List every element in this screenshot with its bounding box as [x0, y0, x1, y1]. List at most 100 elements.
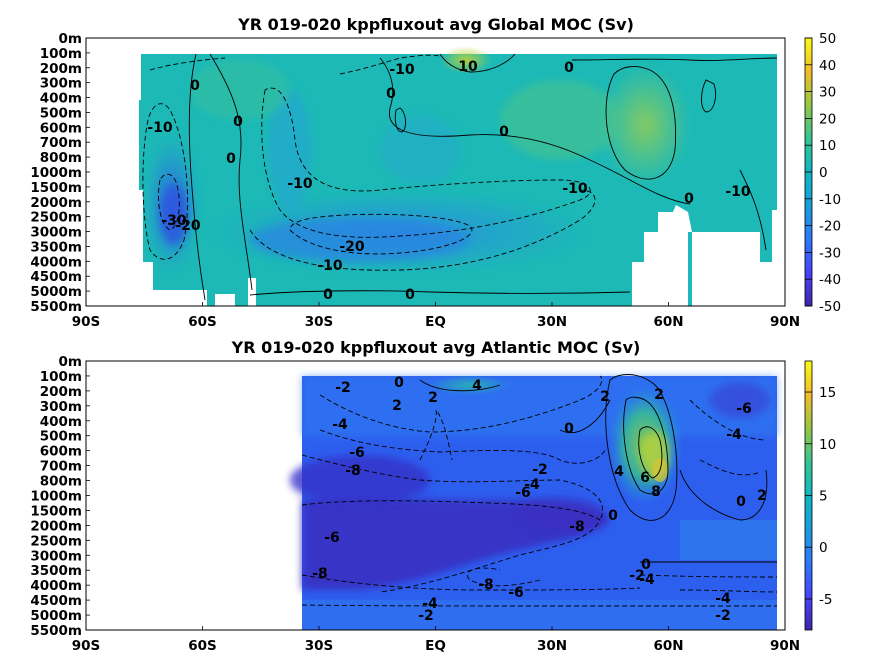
y-tick-label: 200m	[40, 384, 82, 400]
contour-label: -10	[147, 120, 173, 136]
contour-label: -2	[418, 608, 434, 624]
contour-label: 0	[499, 124, 509, 140]
y-tick-label: 3500m	[30, 239, 82, 255]
x-tick-label: EQ	[425, 314, 446, 330]
x-tick-label: 60N	[653, 638, 683, 654]
y-tick-label: 3000m	[30, 548, 82, 564]
y-tick-label: 1000m	[30, 165, 82, 181]
contour-label: -8	[312, 566, 328, 582]
contour-label: -2	[335, 380, 351, 396]
y-tick-label: 5000m	[30, 284, 82, 300]
y-tick-label: 100m	[40, 369, 82, 385]
y-tick-label: 1500m	[30, 503, 82, 519]
y-tick-label: 700m	[40, 459, 82, 475]
contour-label: 2	[757, 488, 767, 504]
x-tick-label: 90N	[770, 638, 800, 654]
contour-label: 0	[233, 114, 243, 130]
y-tick-label: 100m	[40, 46, 82, 62]
contour-label: 2	[428, 390, 438, 406]
contour-label: 4	[614, 464, 624, 480]
chart-title: YR 019-020 kppfluxout avg Atlantic MOC (…	[231, 338, 641, 357]
contour-label: 0	[608, 508, 618, 524]
contour-label: -6	[324, 530, 340, 546]
colorbar-tick-label: 30	[819, 85, 836, 101]
contour-label: 0	[405, 287, 415, 303]
contour-label: -6	[508, 585, 524, 601]
colorbar-tick-label: 20	[819, 111, 836, 127]
colorbar-tick-label: -30	[819, 245, 841, 261]
y-tick-label: 5500m	[30, 299, 82, 315]
y-tick-label: 3000m	[30, 225, 82, 241]
y-tick-label: 500m	[40, 105, 82, 121]
colorbar: 15 10 5 0 -5	[804, 360, 836, 631]
contour-label: -2	[629, 568, 645, 584]
colorbar-tick-label: 10	[819, 138, 836, 154]
contour-label: 8	[651, 484, 661, 500]
contour-label: -4	[639, 572, 655, 588]
atlantic-moc-panel: -2 0 4 2 2 2 0 2 -6 -4 -6 0 -4 -8 -2 -4 …	[30, 338, 836, 654]
y-tick-label: 2500m	[30, 533, 82, 549]
contour-label: 0	[736, 494, 746, 510]
chart-title: YR 019-020 kppfluxout avg Global MOC (Sv…	[237, 15, 634, 34]
y-tick-label: 800m	[40, 150, 82, 166]
y-tick-label: 1500m	[30, 180, 82, 196]
y-tick-label: 0m	[59, 31, 82, 47]
contour-label: 4	[472, 378, 482, 394]
contour-label: -4	[715, 591, 731, 607]
contour-label: 0	[641, 557, 651, 573]
x-tick-label: EQ	[425, 638, 446, 654]
y-tick-label: 4500m	[30, 269, 82, 285]
contour-label: 2	[654, 387, 664, 403]
contour-label: -10	[287, 176, 313, 192]
contour-label: -6	[515, 485, 531, 501]
y-axis: 0m100m200m300m400m500m600m700m800m1000m1…	[30, 354, 90, 639]
y-tick-label: 5500m	[30, 623, 82, 639]
y-tick-label: 300m	[40, 76, 82, 92]
y-tick-label: 4000m	[30, 578, 82, 594]
contour-label: -10	[389, 62, 415, 78]
x-tick-label: 90S	[72, 638, 101, 654]
contour-label: -20	[339, 239, 365, 255]
atlantic-moc-field: -2 0 4 2 2 2 0 2 -6 -4 -6 0 -4 -8 -2 -4 …	[290, 374, 778, 630]
contour-label: -2	[532, 462, 548, 478]
contour-label: 6	[640, 470, 650, 486]
y-tick-label: 1000m	[30, 489, 82, 505]
contour-label: -20	[175, 218, 201, 234]
colorbar-tick-label: 15	[819, 385, 836, 401]
contour-label: 2	[392, 398, 402, 414]
x-tick-label: 90N	[770, 314, 800, 330]
x-axis: 90S 60S 30S EQ 30N 60N 90N	[72, 626, 800, 654]
y-tick-label: 300m	[40, 399, 82, 415]
contour-label: -4	[422, 596, 438, 612]
x-tick-label: 60S	[188, 314, 217, 330]
contour-label: -8	[569, 519, 585, 535]
colorbar-tick-label: 40	[819, 58, 836, 74]
y-tick-label: 2000m	[30, 195, 82, 211]
contour-label: 0	[226, 151, 236, 167]
y-tick-label: 400m	[40, 414, 82, 430]
x-tick-label: 30N	[537, 638, 567, 654]
y-tick-label: 600m	[40, 444, 82, 460]
contour-label: -10	[317, 258, 343, 274]
contour-label: 10	[458, 59, 478, 75]
colorbar-tick-label: -40	[819, 272, 841, 288]
contour-label: -10	[562, 181, 588, 197]
contour-label: 0	[190, 78, 200, 94]
y-tick-label: 2500m	[30, 210, 82, 226]
colorbar-tick-label: -50	[819, 299, 841, 315]
contour-label: 2	[600, 389, 610, 405]
global-moc-field: -10 10 0 0 -10 0 0 0 -10 -10 -10 0 0 -30…	[133, 46, 778, 306]
contour-label: 0	[386, 86, 396, 102]
x-tick-label: 60N	[653, 314, 683, 330]
y-tick-label: 4500m	[30, 593, 82, 609]
x-tick-label: 30N	[537, 314, 567, 330]
y-tick-label: 700m	[40, 135, 82, 151]
x-tick-label: 90S	[72, 314, 101, 330]
x-axis: 90S 60S 30S EQ 30N 60N 90N	[72, 302, 800, 330]
contour-label: -4	[726, 427, 742, 443]
contour-label: -2	[715, 608, 731, 624]
y-tick-label: 0m	[59, 354, 82, 370]
colorbar-tick-label: -20	[819, 219, 841, 235]
y-tick-label: 800m	[40, 474, 82, 490]
colorbar-tick-label: 0	[819, 540, 828, 556]
